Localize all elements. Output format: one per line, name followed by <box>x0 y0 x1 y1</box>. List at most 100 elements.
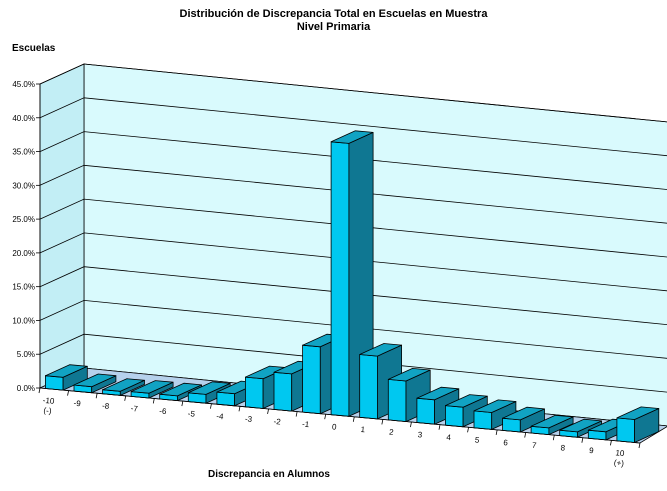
x-tick <box>381 419 384 425</box>
bar-front <box>273 371 293 412</box>
x-tick <box>38 387 41 394</box>
bar <box>102 378 145 396</box>
chart-title: Distribución de Discrepancia Total en Es… <box>179 8 488 20</box>
chart-subtitle: Nivel Primaria <box>296 21 371 33</box>
y-tick-label: 10.0% <box>12 316 35 325</box>
bar-front <box>216 391 236 407</box>
bar <box>330 130 374 417</box>
x-tick <box>581 437 584 443</box>
bar-front <box>444 405 464 428</box>
x-tick-label: 0 <box>332 422 338 431</box>
x-tick-label: 9 <box>589 446 595 455</box>
bar-front <box>302 344 321 415</box>
x-tick <box>324 414 327 420</box>
x-tick-label: 6 <box>503 438 509 447</box>
x-tick-label: -3 <box>245 414 254 424</box>
y-tick-label: 25.0% <box>12 215 35 224</box>
x-tick-label: 2 <box>389 428 395 437</box>
x-tick <box>467 427 469 433</box>
bar-top <box>559 418 602 433</box>
bar-front <box>416 397 436 425</box>
x-tick-label: 4 <box>446 433 452 442</box>
gridline <box>39 299 667 359</box>
bar-top <box>102 378 145 392</box>
x-tick-label: -8 <box>102 401 111 411</box>
x-tick <box>67 390 69 396</box>
bar <box>387 367 431 423</box>
bar-top <box>130 380 174 394</box>
x-tick <box>124 395 127 401</box>
bar-top <box>330 130 374 144</box>
x-tick <box>238 406 241 412</box>
bar-top <box>187 381 231 395</box>
x-tick-label: -1 <box>302 420 311 430</box>
x-tick-label: -2 <box>273 417 282 427</box>
x-axis-label: Discrepancia en Alumnos <box>208 469 330 480</box>
x-tick <box>552 435 555 441</box>
bar-top <box>73 373 117 388</box>
x-tick-label: 10(+) <box>613 448 625 468</box>
y-tick-label: 5.0% <box>17 350 35 359</box>
y-tick-label: 35.0% <box>12 148 35 157</box>
y-tick-label: 0.0% <box>17 384 35 393</box>
x-tick <box>638 442 641 449</box>
gridline <box>39 232 667 292</box>
y-tick-label: 15.0% <box>12 283 35 292</box>
bar-front <box>45 375 64 391</box>
bar-front <box>502 417 521 433</box>
gridline <box>39 266 667 326</box>
x-tick <box>410 421 412 428</box>
bar <box>559 418 602 438</box>
x-tick-label: 3 <box>417 430 423 439</box>
bar <box>473 399 517 430</box>
gridline <box>39 97 667 157</box>
bar-front <box>330 141 350 417</box>
y-tick-label: 45.0% <box>12 80 35 89</box>
x-tick-label: -9 <box>73 399 82 409</box>
x-tick-label: -5 <box>187 409 196 419</box>
bar-front <box>387 378 407 423</box>
x-tick-label: -4 <box>216 412 225 422</box>
bar-top <box>359 343 403 357</box>
x-tick-label: 5 <box>474 435 480 444</box>
bar-front <box>616 417 635 443</box>
x-tick <box>210 403 212 409</box>
x-tick-label: -7 <box>130 404 139 414</box>
y-tick-label: 40.0% <box>12 114 35 123</box>
y-tick-label: 30.0% <box>12 181 35 190</box>
bar-top <box>387 367 431 382</box>
bar-top <box>444 394 488 408</box>
bar-front <box>473 410 493 430</box>
side-wall <box>39 63 85 389</box>
bar-top <box>416 386 460 401</box>
bar-top <box>159 382 203 397</box>
gridline <box>39 131 667 190</box>
x-tick <box>495 429 498 435</box>
gridline <box>39 198 667 258</box>
gridline <box>39 333 667 393</box>
x-tick-label: 8 <box>560 443 566 452</box>
x-tick <box>352 416 355 422</box>
x-tick-label: -10(-) <box>41 396 55 416</box>
x-tick <box>181 401 184 407</box>
bar <box>130 380 174 399</box>
x-axis-line <box>39 387 641 444</box>
bar-front <box>359 354 378 420</box>
bar-top <box>502 406 545 421</box>
x-tick <box>438 424 441 430</box>
bar-top <box>616 406 660 420</box>
gridline <box>39 63 667 123</box>
bar-top <box>473 399 517 413</box>
bar-top <box>45 364 88 378</box>
bar-top <box>530 414 574 429</box>
x-tick <box>267 408 269 415</box>
y-axis-label: Escuelas <box>12 43 56 54</box>
x-tick <box>610 440 612 446</box>
x-tick <box>295 411 298 417</box>
x-tick <box>95 393 98 399</box>
bar <box>45 364 88 391</box>
x-tick <box>524 432 527 438</box>
y-tick-label: 20.0% <box>12 249 35 258</box>
